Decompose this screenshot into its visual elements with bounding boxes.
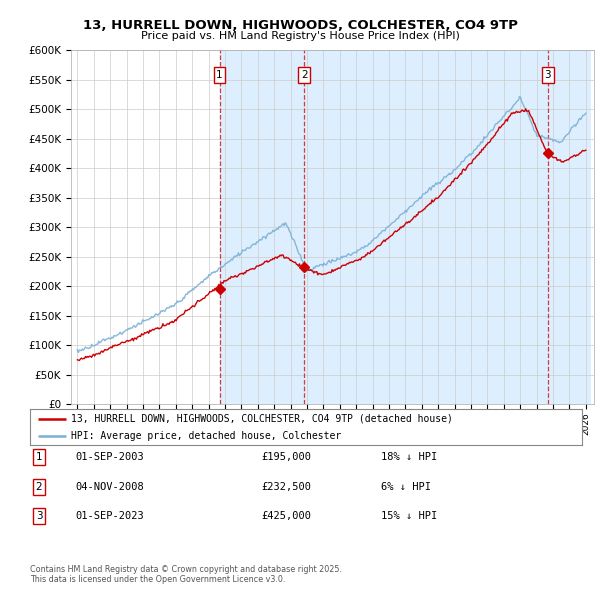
Bar (548, 50, 591, 404)
Text: Contains HM Land Registry data © Crown copyright and database right 2025.
This d: Contains HM Land Registry data © Crown c… (30, 565, 342, 584)
Bar (304, 50, 548, 404)
Text: 01-SEP-2023: 01-SEP-2023 (75, 512, 144, 521)
Text: Price paid vs. HM Land Registry's House Price Index (HPI): Price paid vs. HM Land Registry's House … (140, 31, 460, 41)
Text: 13, HURRELL DOWN, HIGHWOODS, COLCHESTER, CO4 9TP: 13, HURRELL DOWN, HIGHWOODS, COLCHESTER,… (83, 19, 517, 32)
Text: 13, HURRELL DOWN, HIGHWOODS, COLCHESTER, CO4 9TP (detached house): 13, HURRELL DOWN, HIGHWOODS, COLCHESTER,… (71, 414, 453, 424)
Text: £425,000: £425,000 (261, 512, 311, 521)
Text: 04-NOV-2008: 04-NOV-2008 (75, 482, 144, 491)
Text: 3: 3 (544, 70, 551, 80)
Text: 6% ↓ HPI: 6% ↓ HPI (381, 482, 431, 491)
Text: HPI: Average price, detached house, Colchester: HPI: Average price, detached house, Colc… (71, 431, 341, 441)
Text: £232,500: £232,500 (261, 482, 311, 491)
Text: £195,000: £195,000 (261, 453, 311, 462)
Text: 2: 2 (301, 70, 308, 80)
Text: 1: 1 (35, 453, 43, 462)
Text: 2: 2 (35, 482, 43, 491)
Text: 3: 3 (35, 512, 43, 521)
Text: 1: 1 (216, 70, 223, 80)
Text: 18% ↓ HPI: 18% ↓ HPI (381, 453, 437, 462)
Text: 01-SEP-2003: 01-SEP-2003 (75, 453, 144, 462)
Bar (220, 50, 304, 404)
Text: 15% ↓ HPI: 15% ↓ HPI (381, 512, 437, 521)
